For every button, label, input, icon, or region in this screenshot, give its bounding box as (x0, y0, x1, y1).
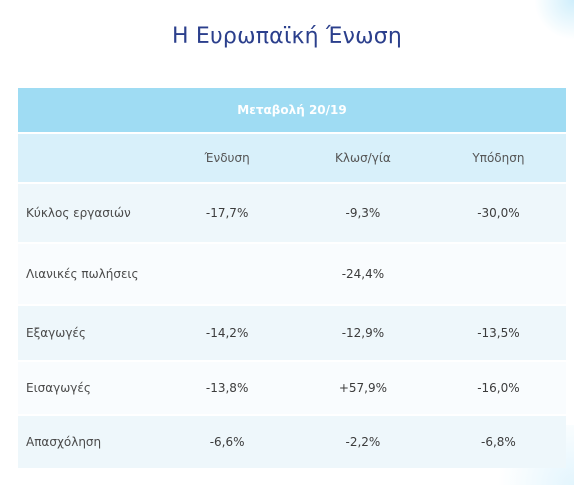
table-cell: -2,2% (294, 414, 431, 468)
row-label: Εισαγωγές (18, 360, 160, 414)
data-table: Μεταβολή 20/19 Ένδυση Κλωσ/γία Υπόδηση Κ… (18, 88, 566, 468)
table-cell: -13,5% (430, 304, 566, 360)
table-cell (430, 242, 566, 304)
table-banner: Μεταβολή 20/19 (18, 88, 566, 132)
table-cell: -9,3% (294, 182, 431, 242)
table-cell: -6,8% (430, 414, 566, 468)
table-row: Λιανικές πωλήσεις -24,4% (18, 242, 566, 304)
table-row: Εισαγωγές -13,8% +57,9% -16,0% (18, 360, 566, 414)
table-cell: -16,0% (430, 360, 566, 414)
table-cell: -24,4% (294, 242, 431, 304)
row-label: Εξαγωγές (18, 304, 160, 360)
slide-title: Η Ευρωπαϊκή Ένωση (171, 24, 403, 49)
table-header-row: Ένδυση Κλωσ/γία Υπόδηση (18, 132, 566, 182)
row-label: Απασχόληση (18, 414, 160, 468)
table-cell: -12,9% (294, 304, 431, 360)
table-cell: -6,6% (159, 414, 295, 468)
row-label: Λιανικές πωλήσεις (18, 242, 160, 304)
corner-decoration (534, 0, 574, 40)
table-cell: -13,8% (159, 360, 295, 414)
column-header-empty (18, 132, 160, 182)
column-header-clothing: Ένδυση (159, 132, 295, 182)
column-header-footwear: Υπόδηση (430, 132, 566, 182)
table-cell: +57,9% (294, 360, 431, 414)
table-cell: -17,7% (159, 182, 295, 242)
column-header-textiles: Κλωσ/γία (294, 132, 431, 182)
table-cell: -14,2% (159, 304, 295, 360)
table-row: Κύκλος εργασιών -17,7% -9,3% -30,0% (18, 182, 566, 242)
table-cell (159, 242, 295, 304)
table-row: Απασχόληση -6,6% -2,2% -6,8% (18, 414, 566, 468)
table-cell: -30,0% (430, 182, 566, 242)
table-row: Εξαγωγές -14,2% -12,9% -13,5% (18, 304, 566, 360)
row-label: Κύκλος εργασιών (18, 182, 160, 242)
data-table-container: Μεταβολή 20/19 Ένδυση Κλωσ/γία Υπόδηση Κ… (18, 88, 566, 468)
